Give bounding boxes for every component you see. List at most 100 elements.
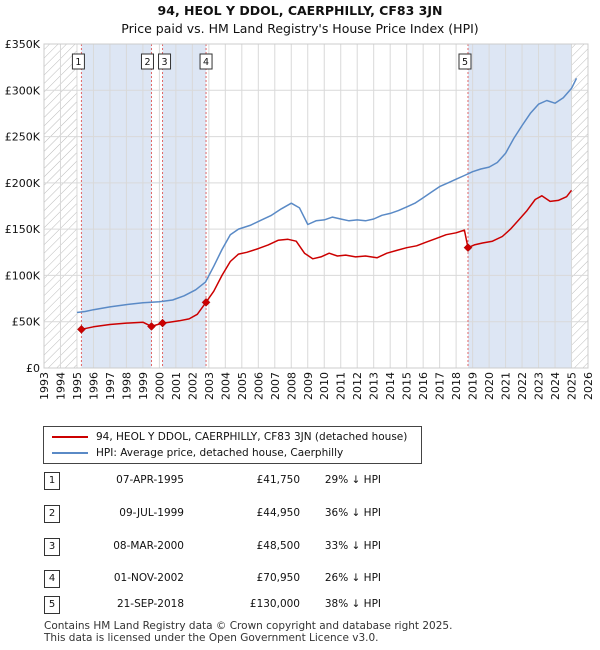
x-tick-label: 1998 [120, 372, 133, 400]
sale-number-badge: 5 [44, 596, 60, 614]
ownership-shade [81, 44, 152, 368]
x-tick-label: 2010 [318, 372, 331, 400]
sale-date: 08-MAR-2000 [113, 540, 184, 552]
x-tick-label: 2016 [417, 372, 430, 400]
sale-point [463, 243, 473, 253]
sale-price: £44,950 [256, 507, 300, 519]
footer-line-copyright: Contains HM Land Registry data © Crown c… [44, 620, 453, 632]
chart-subtitle: Price paid vs. HM Land Registry's House … [121, 21, 479, 36]
y-tick-label: £200K [5, 177, 41, 190]
legend-swatch-property [52, 436, 88, 438]
x-tick-label: 2017 [434, 372, 447, 400]
x-tick-label: 1993 [38, 372, 51, 400]
x-tick-label: 2011 [335, 372, 348, 400]
y-tick-label: £0 [26, 362, 40, 375]
plot-border [43, 43, 589, 369]
sale-point [201, 297, 211, 307]
sale-point [158, 318, 167, 328]
sale-label-text: 4 [203, 57, 209, 68]
sale-number-badge: 2 [44, 505, 60, 523]
sale-label-box [158, 53, 172, 70]
sale-label-text: 5 [462, 57, 468, 68]
table-row: 4 01-NOV-2002 £70,950 26% ↓ HPI [36, 570, 596, 590]
sale-date: 07-APR-1995 [116, 474, 184, 486]
x-tick-label: 2013 [368, 372, 381, 400]
sale-label-box [458, 53, 472, 70]
y-tick-label: £50K [12, 316, 41, 329]
sale-label-badge: 1 [71, 53, 85, 70]
table-row: 2 09-JUL-1999 £44,950 36% ↓ HPI [36, 505, 596, 525]
sale-price: £41,750 [256, 474, 300, 486]
x-tick-label: 2025 [566, 372, 579, 400]
sale-label-badge: 2 [140, 53, 154, 70]
footer-attribution: Contains HM Land Registry data © Crown c… [44, 620, 452, 644]
x-tick-label: 1994 [54, 372, 67, 400]
sale-hpi-diff: 26% ↓ HPI [324, 572, 381, 584]
x-tick-label: 2023 [533, 372, 546, 400]
sale-number-badge: 1 [44, 472, 60, 490]
sale-label-text: 2 [144, 57, 150, 68]
sale-label-badge: 3 [158, 53, 172, 70]
sale-hpi-diff: 33% ↓ HPI [324, 540, 381, 552]
sale-label-box [140, 53, 154, 70]
sale-point [147, 322, 156, 331]
x-tick-label: 2012 [351, 372, 364, 400]
sale-price: £130,000 [249, 598, 300, 610]
sale-date: 09-JUL-1999 [119, 507, 184, 519]
x-tick-label: 1999 [137, 372, 150, 400]
chart-title: 94, HEOL Y DDOL, CAERPHILLY, CF83 3JN [157, 3, 443, 18]
sale-price: £48,500 [256, 540, 300, 552]
sale-point [77, 324, 86, 334]
ownership-shade [467, 44, 572, 368]
no-data-hatch [571, 44, 588, 368]
sale-label-box [199, 53, 213, 70]
x-tick-label: 2001 [170, 372, 183, 400]
x-tick-label: 1995 [71, 372, 84, 400]
legend-label-hpi: HPI: Average price, detached house, Caer… [96, 447, 344, 459]
table-row: 3 08-MAR-2000 £48,500 33% ↓ HPI [36, 538, 596, 558]
x-tick-label: 2002 [186, 372, 199, 400]
x-tick-label: 2020 [483, 372, 496, 400]
legend-label-property: 94, HEOL Y DDOL, CAERPHILLY, CF83 3JN (d… [96, 431, 408, 443]
legend-item-property: 94, HEOL Y DDOL, CAERPHILLY, CF83 3JN (d… [52, 429, 407, 445]
y-tick-label: £350K [5, 38, 41, 51]
y-tick-label: £250K [5, 131, 41, 144]
x-tick-label: 2000 [153, 372, 166, 400]
x-tick-label: 1997 [104, 372, 117, 400]
x-tick-label: 2003 [203, 372, 216, 400]
x-tick-label: 2019 [467, 372, 480, 400]
sale-date: 21-SEP-2018 [116, 598, 184, 610]
sale-hpi-diff: 38% ↓ HPI [324, 598, 381, 610]
y-tick-label: £100K [5, 269, 41, 282]
x-tick-label: 2021 [500, 372, 513, 400]
table-row: 5 21-SEP-2018 £130,000 38% ↓ HPI [36, 596, 596, 616]
sale-price: £70,950 [256, 572, 300, 584]
legend-swatch-hpi [52, 452, 88, 454]
sale-label-badge: 4 [199, 53, 213, 70]
x-tick-label: 2005 [236, 372, 249, 400]
hpi-line [76, 77, 578, 314]
legend-item-hpi: HPI: Average price, detached house, Caer… [52, 445, 343, 461]
x-tick-label: 2006 [252, 372, 265, 400]
x-tick-label: 2024 [549, 372, 562, 400]
property-price-line [81, 189, 573, 331]
sale-hpi-diff: 29% ↓ HPI [324, 474, 381, 486]
sale-date: 01-NOV-2002 [113, 572, 184, 584]
sale-label-badge: 5 [458, 53, 472, 70]
x-tick-label: 2014 [384, 372, 397, 400]
sale-label-box [71, 53, 85, 70]
x-tick-label: 1996 [87, 372, 100, 400]
price-chart: 1 2 3 4 5 £0 £50K £100K £150K £200K £250K £300K £35… [5, 38, 595, 400]
sale-number-badge: 3 [44, 538, 60, 556]
y-tick-label: £150K [5, 223, 41, 236]
x-tick-label: 2007 [269, 372, 282, 400]
x-tick-label: 2018 [450, 372, 463, 400]
ownership-shade [162, 44, 207, 368]
x-tick-label: 2015 [401, 372, 414, 400]
x-tick-label: 2026 [582, 372, 595, 400]
sale-label-text: 3 [162, 57, 168, 68]
sale-number-badge: 4 [44, 570, 60, 588]
sale-hpi-diff: 36% ↓ HPI [324, 507, 381, 519]
x-tick-label: 2009 [302, 372, 315, 400]
legend: 94, HEOL Y DDOL, CAERPHILLY, CF83 3JN (d… [43, 426, 422, 464]
